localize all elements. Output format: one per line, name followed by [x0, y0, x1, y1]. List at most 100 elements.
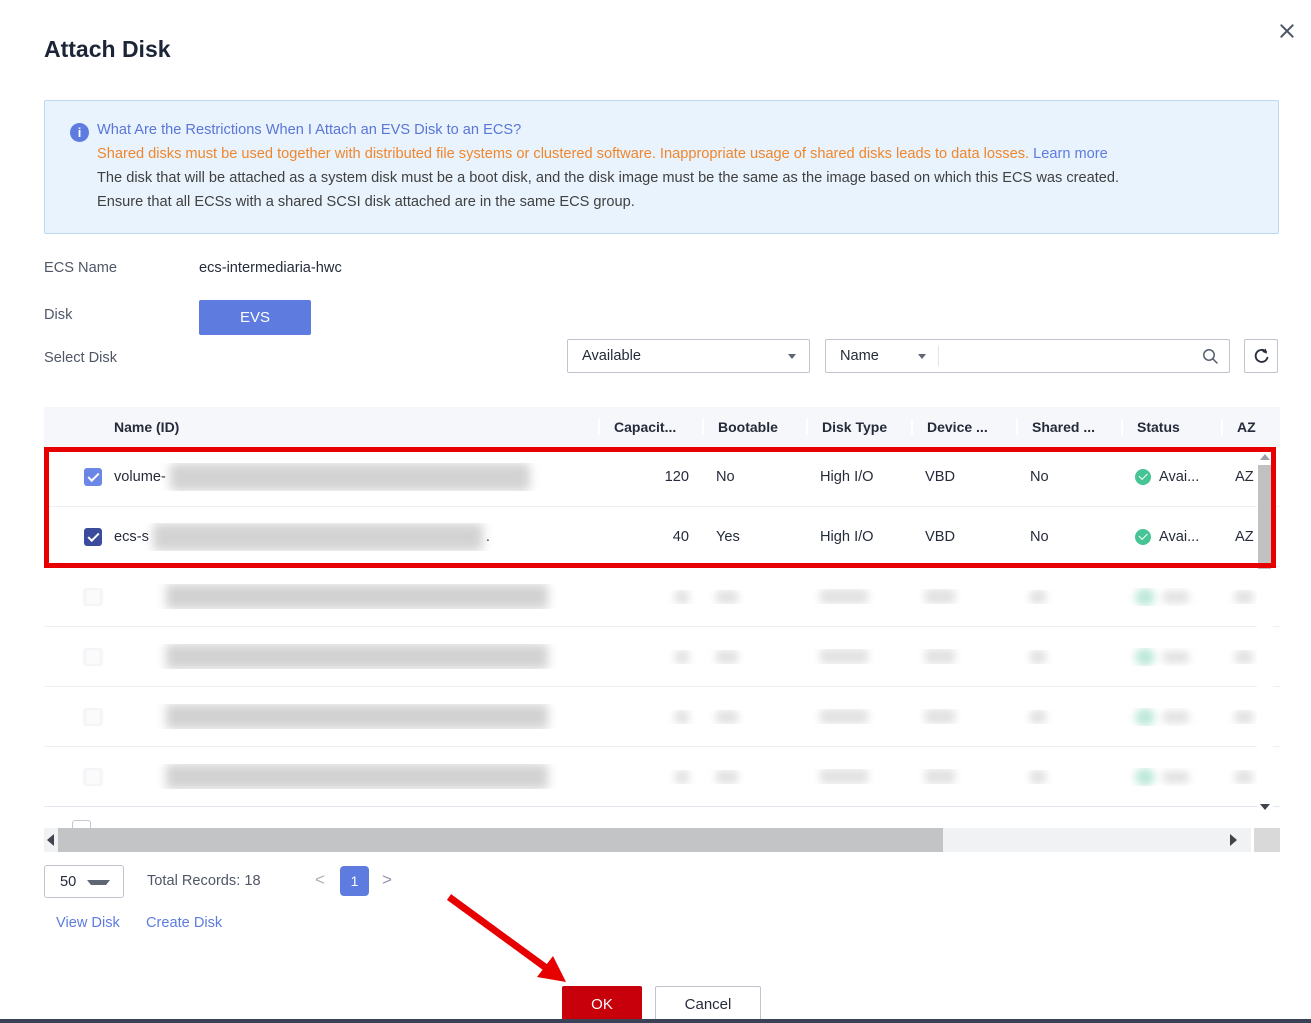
search-input[interactable]	[939, 340, 1201, 372]
page-size-select[interactable]: 50	[44, 865, 124, 898]
prev-page-icon[interactable]: <	[315, 870, 325, 889]
available-status-icon	[1135, 767, 1155, 786]
available-status-icon	[1135, 647, 1155, 666]
redacted-disk-id	[169, 462, 530, 491]
close-icon[interactable]	[1277, 21, 1297, 41]
disk-name-cell: ecs-s.	[114, 522, 598, 551]
column-header-shared[interactable]: Shared ...	[1016, 419, 1121, 435]
search-bar: Name	[825, 339, 1230, 373]
disk-label: Disk	[44, 307, 73, 323]
disk-table: Name (ID) Capacit... Bootable Disk Type …	[44, 407, 1280, 807]
capacity-cell: 40	[672, 528, 689, 545]
table-row-blurred[interactable]	[44, 687, 1280, 747]
search-field-select[interactable]: Name	[840, 348, 879, 364]
select-disk-label: Select Disk	[44, 350, 117, 366]
available-status-icon	[1135, 707, 1155, 726]
az-cell: AZ	[1235, 528, 1254, 545]
available-status-icon	[1135, 587, 1155, 606]
row-checkbox-unchecked[interactable]	[84, 587, 102, 606]
dialog-title: Attach Disk	[44, 36, 171, 62]
redacted-disk-name	[166, 704, 548, 729]
table-row-blurred[interactable]	[44, 627, 1280, 687]
divider	[938, 346, 939, 366]
scroll-left-icon[interactable]	[47, 834, 54, 846]
view-disk-link[interactable]: View Disk	[56, 915, 120, 931]
redacted-disk-name	[166, 644, 548, 669]
info-icon: i	[70, 123, 89, 142]
status-filter-value: Available	[582, 348, 641, 364]
chevron-down-icon[interactable]	[918, 353, 926, 359]
column-header-capacity[interactable]: Capacit...	[598, 419, 702, 435]
bootable-cell: Yes	[716, 528, 740, 545]
refresh-button[interactable]	[1244, 339, 1278, 373]
scroll-right-icon[interactable]	[1230, 834, 1237, 846]
available-status-icon	[1135, 468, 1151, 485]
device-cell: VBD	[925, 468, 956, 485]
total-records-label: Total Records: 18	[147, 873, 261, 889]
search-icon[interactable]	[1201, 347, 1219, 365]
status-cell: Avai...	[1121, 468, 1221, 485]
disk-type-cell: High I/O	[820, 528, 874, 545]
redacted-disk-name	[166, 584, 548, 609]
scroll-up-icon[interactable]	[1260, 454, 1270, 460]
vertical-scrollbar[interactable]	[1257, 448, 1273, 816]
shared-disk-warning: Shared disks must be used together with …	[97, 146, 1030, 162]
current-page-button[interactable]: 1	[340, 866, 369, 896]
notice-question-link[interactable]: What Are the Restrictions When I Attach …	[97, 122, 522, 138]
table-bottom-border	[44, 806, 1280, 807]
row-checkbox-checked[interactable]	[84, 527, 102, 546]
column-header-status[interactable]: Status	[1121, 419, 1221, 435]
bottom-window-edge	[0, 1019, 1311, 1023]
column-header-disk-type[interactable]: Disk Type	[806, 419, 911, 435]
next-page-icon[interactable]: >	[382, 870, 392, 889]
status-cell: Avai...	[1121, 528, 1221, 545]
table-row-ecs-disk[interactable]: ecs-s. 40 Yes High I/O VBD No Avai... AZ	[44, 507, 1280, 567]
row-checkbox-unchecked[interactable]	[84, 707, 102, 726]
horizontal-scrollbar-thumb[interactable]	[58, 828, 943, 852]
notice-system-disk-line: The disk that will be attached as a syst…	[97, 170, 1120, 186]
evs-disk-type-button[interactable]: EVS	[199, 300, 311, 335]
disk-type-cell: High I/O	[820, 468, 874, 485]
column-header-device[interactable]: Device ...	[911, 419, 1016, 435]
ecs-name-value: ecs-intermediaria-hwc	[199, 260, 342, 276]
available-status-icon	[1135, 528, 1151, 545]
column-header-name[interactable]: Name (ID)	[114, 419, 180, 435]
learn-more-link[interactable]: Learn more	[1033, 146, 1108, 162]
row-checkbox-partial[interactable]	[72, 820, 91, 830]
disk-name-cell: volume-	[114, 462, 598, 491]
notice-warning-line: Shared disks must be used together with …	[97, 146, 1108, 162]
bootable-cell: No	[716, 468, 735, 485]
vertical-scrollbar-thumb[interactable]	[1258, 465, 1271, 569]
horizontal-scrollbar[interactable]	[44, 828, 1251, 852]
create-disk-link[interactable]: Create Disk	[146, 915, 223, 931]
ecs-name-label: ECS Name	[44, 260, 117, 276]
chevron-down-icon	[87, 880, 110, 885]
redacted-disk-id	[152, 522, 483, 551]
restrictions-notice: i	[44, 100, 1279, 234]
device-cell: VBD	[925, 528, 956, 545]
column-header-az[interactable]: AZ	[1221, 419, 1280, 435]
table-row-blurred[interactable]	[44, 747, 1280, 807]
ok-button[interactable]: OK	[562, 986, 642, 1023]
refresh-icon	[1254, 347, 1268, 363]
shared-cell: No	[1030, 468, 1049, 485]
az-cell: AZ	[1235, 468, 1254, 485]
scrollbar-corner	[1254, 828, 1280, 852]
table-row-blurred[interactable]	[44, 567, 1280, 627]
row-checkbox-unchecked[interactable]	[84, 767, 102, 786]
cancel-button[interactable]: Cancel	[655, 986, 761, 1023]
chevron-down-icon	[788, 354, 796, 359]
notice-scsi-line: Ensure that all ECSs with a shared SCSI …	[97, 194, 635, 210]
table-header-row: Name (ID) Capacit... Bootable Disk Type …	[44, 407, 1280, 447]
shared-cell: No	[1030, 528, 1049, 545]
page-size-value: 50	[60, 873, 77, 890]
table-row-volume[interactable]: volume- 120 No High I/O VBD No Avai... A…	[44, 447, 1280, 507]
row-checkbox-unchecked[interactable]	[84, 647, 102, 666]
redacted-disk-name	[166, 764, 548, 789]
row-checkbox-checked[interactable]	[84, 467, 102, 486]
status-filter-select[interactable]: Available	[567, 339, 810, 373]
capacity-cell: 120	[664, 468, 689, 485]
scroll-down-icon[interactable]	[1260, 804, 1270, 810]
column-header-bootable[interactable]: Bootable	[702, 419, 806, 435]
